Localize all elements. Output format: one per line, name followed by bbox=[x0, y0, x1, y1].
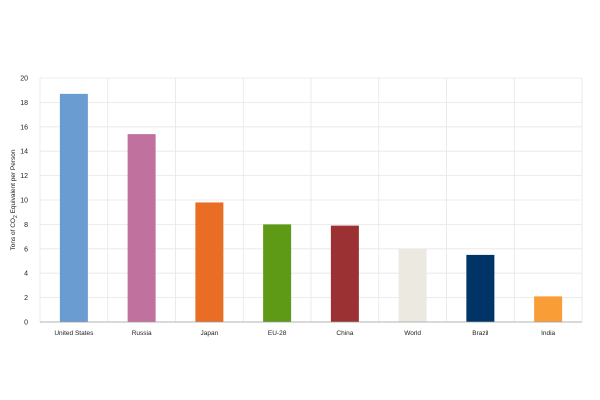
x-tick-labels: United States Russia Japan EU-28 China World B… bbox=[54, 330, 555, 337]
bar-eu-28 bbox=[263, 224, 292, 322]
bar-brazil bbox=[466, 254, 495, 322]
y-tick-label: 4 bbox=[24, 271, 28, 278]
y-tick-label: 12 bbox=[20, 173, 28, 180]
y-tick-label: 0 bbox=[24, 320, 28, 327]
bar-united-states bbox=[59, 93, 88, 322]
bar-china bbox=[330, 225, 359, 322]
y-axis-title-suffix: Equivalent per Person bbox=[10, 149, 17, 215]
y-tick-label: 10 bbox=[20, 198, 28, 205]
x-tick-label: United States bbox=[54, 330, 94, 337]
y-tick-labels: 0 2 4 6 8 10 12 14 16 18 20 bbox=[20, 76, 28, 327]
bars bbox=[59, 93, 563, 322]
y-axis-title-prefix: Tons of CO bbox=[10, 218, 17, 251]
y-tick-label: 2 bbox=[24, 295, 28, 302]
x-tick-label: China bbox=[336, 330, 353, 337]
x-tick-label: Brazil bbox=[472, 330, 489, 337]
x-tick-label: World bbox=[404, 330, 421, 337]
y-tick-label: 16 bbox=[20, 124, 28, 131]
x-tick-label: EU-28 bbox=[268, 330, 287, 337]
y-tick-label: 8 bbox=[24, 222, 28, 229]
bar-russia bbox=[127, 134, 156, 322]
y-axis-title: Tons of CO2 Equivalent per Person bbox=[10, 149, 19, 250]
y-tick-label: 20 bbox=[20, 76, 28, 83]
x-tick-label: Japan bbox=[201, 330, 219, 337]
bar-world bbox=[398, 248, 427, 322]
bar-japan bbox=[195, 202, 224, 322]
y-tick-label: 18 bbox=[20, 100, 28, 107]
y-tick-label: 14 bbox=[20, 149, 28, 156]
y-axis-title-subscript: 2 bbox=[13, 215, 19, 218]
y-tick-label: 6 bbox=[24, 246, 28, 253]
gridlines bbox=[39, 77, 583, 322]
x-tick-label: Russia bbox=[132, 330, 152, 337]
bar-india bbox=[534, 296, 563, 322]
x-tick-label: India bbox=[541, 330, 555, 337]
